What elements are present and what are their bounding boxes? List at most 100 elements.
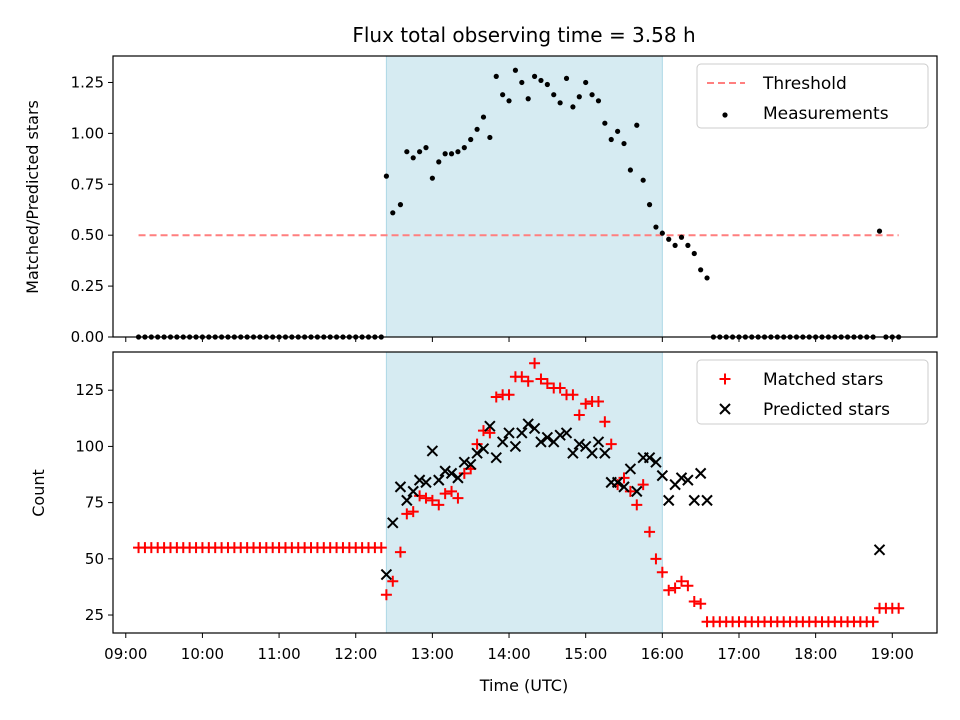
bottom-series-predicted-stars-point [452,472,464,484]
x-tick-label: 16:00 [641,645,684,663]
top-series-measurements-point [423,145,429,151]
top-y-tick-label: 0.00 [71,328,104,346]
bottom-series-predicted-stars-point [464,458,477,471]
x-axis-label: Time (UTC) [479,676,568,695]
bottom-series-matched-stars-point [452,492,464,504]
bottom-series-predicted-stars-point [643,451,656,464]
bottom-series-predicted-stars-point [567,447,579,459]
bottom-series-predicted-stars-point [503,427,515,439]
top-panel: 0.00 0.25 0.50 0.75 1.00 1.25 Threshold Measure… [71,55,938,346]
bottom-series-matched-stars-point [650,553,662,565]
bottom-series-matched-stars-point [867,616,879,628]
bottom-series-matched-stars-point [573,409,585,421]
bottom-legend-label: Predicted stars [763,400,890,420]
bottom-series-matched-stars-point [663,584,675,596]
top-series-measurements-point [390,210,396,216]
x-tick-label: 14:00 [487,645,530,663]
top-series-measurements-point [512,67,519,73]
bottom-series-predicted-stars-point [516,427,528,439]
top-series-measurements-point [480,114,487,120]
x-tick-label: 11:00 [257,645,300,663]
bottom-series-matched-stars-point [522,375,534,387]
top-legend-label: Threshold [762,74,847,94]
bottom-series-matched-stars-point [631,499,643,511]
bottom-series-matched-stars-point [439,488,451,500]
x-tick-label: 17:00 [717,645,760,663]
bottom-legend-box [696,359,929,425]
bottom-series-matched-stars-point [490,391,502,403]
bottom-series-matched-stars-point [477,425,489,437]
top-y-tick-label: 0.50 [71,226,104,244]
bottom-series-matched-stars-point [394,546,406,558]
bottom-series-predicted-stars-point [586,447,598,459]
top-series-measurements-point [672,242,678,248]
top-y-tick-label: 1.25 [71,73,104,91]
bottom-series-predicted-stars-point [407,485,419,498]
top-series-measurements-point [678,234,685,240]
bottom-series-matched-stars-point [592,395,604,407]
bottom-series-predicted-stars-point [541,431,554,444]
bottom-panel: 25 50 75 100 125 09:00 10:00 11:00 12:00 13:00 14:… [75,351,938,663]
top-legend-box [696,63,929,129]
top-legend-label: Measurements [763,104,889,124]
top-series-measurements-point [602,120,608,126]
bottom-series-matched-stars-point [458,467,470,479]
x-tick-label: 18:00 [794,645,837,663]
top-series-measurements-point [646,202,653,208]
bottom-series-matched-stars-point [893,602,905,614]
top-series-measurements-point [563,75,570,81]
bottom-series-matched-stars-point [675,575,687,587]
top-series-measurements-point [525,96,531,102]
top-series-measurements-point [544,81,550,88]
bottom-series-matched-stars-point [503,389,515,401]
top-series-measurements-point [448,151,455,157]
bottom-series-predicted-stars-point [624,463,637,475]
bottom-series-matched-stars-point [637,479,649,491]
top-series-measurements-point [691,250,697,257]
bottom-series-matched-stars-point [554,382,566,394]
bottom-series-matched-stars-point [407,506,419,518]
bottom-shaded-interval [385,351,663,634]
x-tick-label: 10:00 [181,645,224,663]
top-series-measurements-point [468,136,474,143]
bottom-series-matched-stars-point [535,373,547,385]
top-y-tick-label: 0.25 [71,277,104,295]
top-series-measurements-point [704,275,710,281]
top-series-measurements-point [436,159,442,165]
x-tick-label: 13:00 [411,645,454,663]
bottom-series-predicted-stars-point [873,544,886,556]
bottom-series-matched-stars-point [580,398,592,410]
chart-title: Flux total observing time = 3.58 h [352,23,695,47]
bottom-y-tick-label: 25 [85,606,104,624]
x-tick-label: 09:00 [104,645,147,663]
top-y-tick-label: 0.75 [71,175,104,193]
bottom-series-matched-stars-point [624,485,636,497]
bottom-series-predicted-stars-point [387,517,399,529]
top-series-measurements-point [570,104,576,110]
top-series-measurements-point [615,128,621,134]
bottom-series-matched-stars-point [541,377,553,389]
bottom-series-matched-stars-point [401,508,413,520]
bottom-series-predicted-stars-point [509,440,522,453]
top-series-measurements-point [383,173,389,179]
bottom-series-predicted-stars-point [477,442,490,455]
bottom-series-matched-stars-point [433,499,445,511]
top-y-tick-label: 1.00 [71,124,104,142]
bottom-series-predicted-stars-point [599,447,611,459]
bottom-series-matched-stars-point [695,598,707,610]
bottom-series-predicted-stars-point [701,494,713,507]
bottom-series-matched-stars-point [516,371,528,383]
bottom-series-predicted-stars-point [413,474,426,486]
top-series-measurements-point [653,224,659,230]
bottom-y-tick-label: 125 [75,381,104,399]
bottom-series-matched-stars-point [688,596,700,608]
top-series-measurements-point [474,126,480,132]
top-legend-marker [722,112,728,118]
bottom-series-predicted-stars-point [592,436,605,448]
bottom-y-tick-label: 75 [85,494,104,512]
top-series-measurements-point [500,92,506,98]
bottom-legend-marker [719,403,731,415]
bottom-series-matched-stars-point [375,542,387,554]
bottom-series-matched-stars-point [669,582,681,594]
